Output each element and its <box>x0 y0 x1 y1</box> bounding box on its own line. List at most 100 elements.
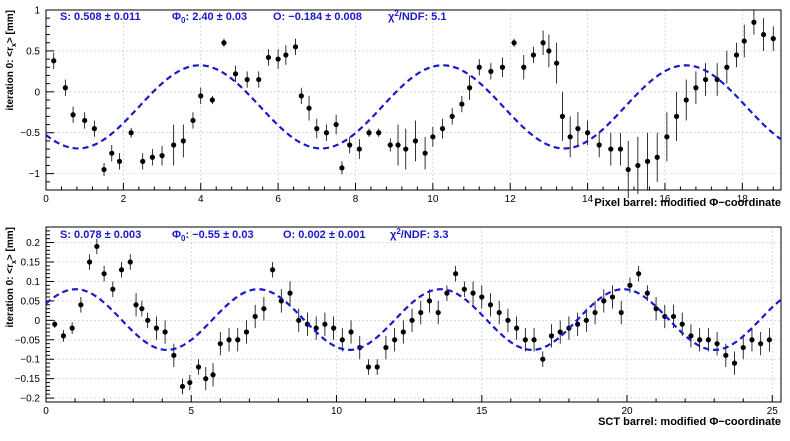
data-point <box>601 298 607 304</box>
data-point <box>198 93 204 99</box>
y-tick-label: 0 <box>34 87 40 98</box>
x-tick-label: 0 <box>43 406 49 417</box>
data-point <box>395 142 401 148</box>
data-point <box>751 19 757 25</box>
data-point <box>635 162 641 169</box>
data-point <box>470 290 476 296</box>
data-point <box>461 286 467 292</box>
data-point <box>702 76 709 83</box>
sct-barrel-panel: 0 5 10 15 20 25 −0.2 −0.15 −0.1 −0.05 0 0.05 0.1 0.15… <box>5 226 782 428</box>
data-point <box>256 76 262 83</box>
data-point <box>374 364 380 370</box>
data-point <box>476 64 482 70</box>
data-point <box>488 68 494 74</box>
data-point <box>226 337 232 343</box>
data-point <box>596 142 602 148</box>
data-point <box>101 166 107 173</box>
data-point <box>617 146 624 152</box>
data-point <box>296 317 302 323</box>
y-tick-label: −0.2 <box>20 394 40 405</box>
data-point <box>171 352 177 358</box>
fit-stat: O: −0.184 ± 0.008 <box>273 11 362 23</box>
data-point <box>306 105 312 111</box>
data-point <box>540 356 546 362</box>
y-tick-label: 0.05 <box>21 296 41 307</box>
data-point <box>459 101 465 107</box>
data-point <box>52 321 58 327</box>
data-point <box>313 325 319 331</box>
data-point <box>69 325 75 331</box>
data-point <box>331 325 337 331</box>
data-point <box>348 329 354 335</box>
data-point <box>203 376 209 382</box>
data-point <box>91 126 97 132</box>
data-point <box>82 117 88 124</box>
data-point <box>261 306 267 312</box>
y-axis-label: iteration 0: <rx> [mm] <box>5 10 18 111</box>
data-point <box>195 364 202 370</box>
data-point <box>758 341 764 347</box>
data-point <box>400 329 406 335</box>
data-point <box>673 113 680 119</box>
fit-curve <box>45 288 782 351</box>
fit-stat: S: 0.078 ± 0.003 <box>60 229 141 241</box>
data-point <box>265 54 272 61</box>
pixel-barrel-panel: 0 2 4 6 8 10 12 14 16 18 −1 −0.5 0 0.5 1 Pixel barrel: … <box>5 6 782 209</box>
data-point <box>159 153 165 159</box>
data-point <box>531 337 537 343</box>
data-point <box>94 243 100 250</box>
data-point <box>559 113 566 119</box>
data-point <box>592 309 598 316</box>
y-tick-label: 0.1 <box>26 277 40 288</box>
x-tick-label: 18 <box>737 194 749 205</box>
data-point <box>275 56 281 62</box>
data-point <box>714 341 720 347</box>
y-tick-label: 1 <box>34 6 40 17</box>
data-point <box>723 352 729 358</box>
fit-stat: Φ0: 2.40 ± 0.03 <box>172 11 247 25</box>
data-point <box>705 337 711 343</box>
data-point <box>654 154 660 160</box>
data-point <box>733 52 740 58</box>
data-point <box>439 126 446 132</box>
data-point <box>187 379 193 386</box>
y-tick-label: −0.05 <box>15 335 41 346</box>
data-point <box>356 146 362 152</box>
data-point <box>232 71 239 77</box>
data-point <box>322 321 328 327</box>
data-point <box>670 313 677 320</box>
data-point <box>548 333 555 339</box>
x-tick-label: 25 <box>767 406 779 417</box>
data-point <box>190 117 196 124</box>
data-point <box>644 290 650 296</box>
data-point <box>209 97 215 103</box>
data-point <box>422 150 428 156</box>
x-tick-label: 14 <box>582 194 594 205</box>
data-point <box>149 154 155 160</box>
data-point <box>644 158 651 164</box>
data-point <box>51 58 57 64</box>
data-point <box>217 341 223 347</box>
data-point <box>109 150 115 156</box>
data-point <box>435 309 441 316</box>
data-point <box>86 259 93 265</box>
data-point <box>171 142 177 148</box>
data-point <box>540 40 546 46</box>
data-point <box>162 329 168 335</box>
data-point <box>133 302 139 308</box>
data-point <box>418 309 424 316</box>
data-point <box>314 126 320 132</box>
data-point <box>387 142 393 148</box>
data-point <box>618 309 624 316</box>
data-point <box>766 337 772 343</box>
x-tick-label: 20 <box>621 406 633 417</box>
data-point <box>333 121 339 128</box>
data-point <box>392 337 398 343</box>
data-point <box>653 306 659 312</box>
data-point <box>522 337 528 343</box>
data-point <box>636 271 642 277</box>
data-point <box>530 52 537 58</box>
